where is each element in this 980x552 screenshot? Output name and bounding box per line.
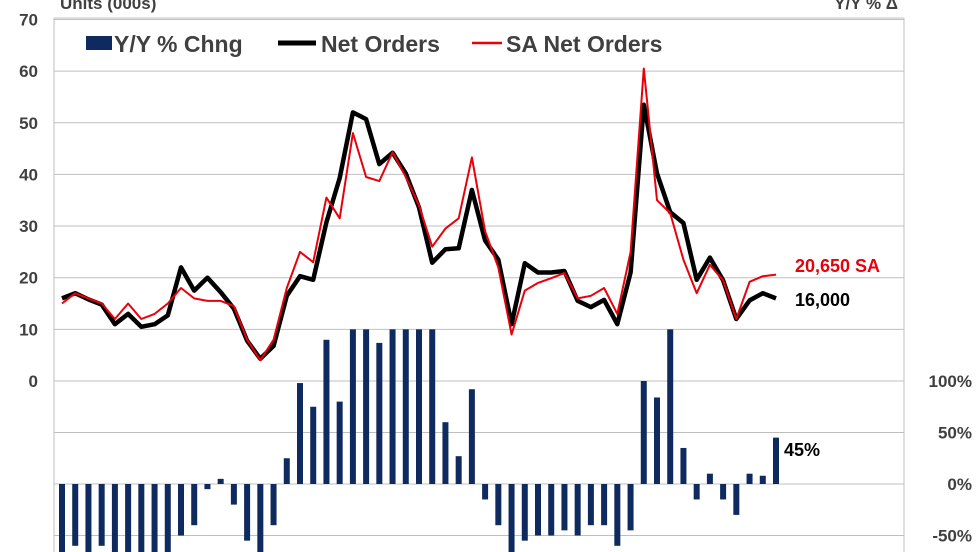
right-tick-label: 50% — [938, 424, 972, 443]
legend-swatch-yoy — [86, 36, 112, 50]
yoy-bar — [429, 329, 436, 484]
yoy-bar — [151, 484, 158, 552]
yoy-bar — [178, 484, 184, 536]
yoy-bar — [614, 484, 621, 546]
yoy-bar — [455, 456, 462, 484]
gridlines — [53, 17, 905, 552]
yoy-bar — [759, 475, 766, 484]
legend-label-yoy: Y/Y % Chng — [114, 31, 243, 57]
yoy-bar — [601, 484, 608, 526]
right-tick-label: 0% — [947, 475, 972, 494]
yoy-bar — [468, 389, 475, 484]
yoy-bar — [204, 484, 211, 490]
yoy-bar — [416, 329, 422, 484]
yoy-bar — [667, 329, 674, 484]
yoy-bar — [561, 484, 568, 531]
yoy-bar — [138, 484, 145, 552]
right-tick-label: -50% — [932, 527, 972, 546]
yoy-bar — [720, 484, 727, 500]
left-tick-label: 10 — [19, 320, 38, 339]
yoy-bar — [191, 484, 198, 526]
sa-net-orders-line — [61, 67, 777, 362]
legend-label-net: Net Orders — [321, 31, 440, 57]
yoy-bar — [85, 484, 92, 552]
left-axis-label: Units (000s) — [60, 0, 156, 13]
yoy-bar — [98, 484, 105, 546]
yoy-bar — [574, 484, 581, 536]
yoy-bar — [693, 484, 700, 500]
yoy-bar — [521, 484, 528, 541]
yoy-bar — [706, 473, 713, 484]
yoy-bar — [257, 484, 264, 552]
yoy-bar — [746, 473, 753, 484]
yoy-bar — [59, 484, 65, 552]
yoy-bar — [164, 484, 171, 552]
annotation-net-last: 16,000 — [795, 290, 850, 310]
order-lines — [61, 67, 777, 362]
left-tick-label: 50 — [19, 114, 38, 133]
annotation-yoy-last: 45% — [784, 440, 820, 460]
yoy-bar — [72, 484, 79, 546]
yoy-bar — [230, 484, 237, 505]
left-axis-ticks: 70 60 50 40 30 20 10 0 — [19, 10, 38, 391]
left-tick-label: 60 — [19, 62, 38, 81]
yoy-bar — [587, 484, 594, 526]
yoy-bar — [627, 484, 634, 531]
yoy-bar — [336, 401, 343, 484]
yoy-bar — [508, 484, 515, 552]
left-tick-label: 30 — [19, 217, 38, 236]
yoy-bar — [349, 329, 356, 484]
yoy-bar — [376, 342, 383, 484]
right-axis-ticks: 100% 50% 0% -50% — [929, 372, 972, 546]
yoy-bar — [495, 484, 502, 526]
yoy-bar — [548, 484, 555, 536]
yoy-bar — [773, 437, 779, 484]
yoy-bar — [297, 383, 303, 484]
annotation-sa-last: 20,650 SA — [795, 256, 880, 276]
yoy-bar — [111, 484, 118, 552]
yoy-bar — [680, 447, 687, 484]
left-tick-label: 0 — [29, 372, 38, 391]
yoy-bar — [640, 381, 647, 484]
yoy-bar — [402, 329, 409, 484]
yoy-bar — [283, 458, 290, 484]
yoy-bar — [442, 422, 449, 484]
yoy-bar — [244, 484, 251, 541]
right-axis-label: Y/Y % Δ — [834, 0, 898, 13]
left-tick-label: 70 — [19, 10, 38, 29]
yoy-bar — [482, 484, 489, 500]
yoy-bar — [363, 329, 370, 484]
yoy-bar — [733, 484, 740, 515]
yoy-bar — [217, 478, 224, 484]
yoy-bar — [270, 484, 277, 526]
yoy-bars — [59, 329, 779, 552]
yoy-bar — [535, 484, 541, 536]
left-tick-label: 40 — [19, 165, 38, 184]
net-orders-line — [61, 102, 777, 362]
yoy-bar — [389, 329, 396, 484]
yoy-bar — [323, 339, 330, 484]
yoy-bar — [654, 397, 660, 484]
legend-label-sa: SA Net Orders — [506, 31, 662, 57]
yoy-bar — [125, 484, 132, 552]
right-tick-label: 100% — [929, 372, 972, 391]
yoy-bar — [310, 406, 317, 484]
legend: Y/Y % Chng Net Orders SA Net Orders — [86, 31, 662, 57]
left-tick-label: 20 — [19, 269, 38, 288]
